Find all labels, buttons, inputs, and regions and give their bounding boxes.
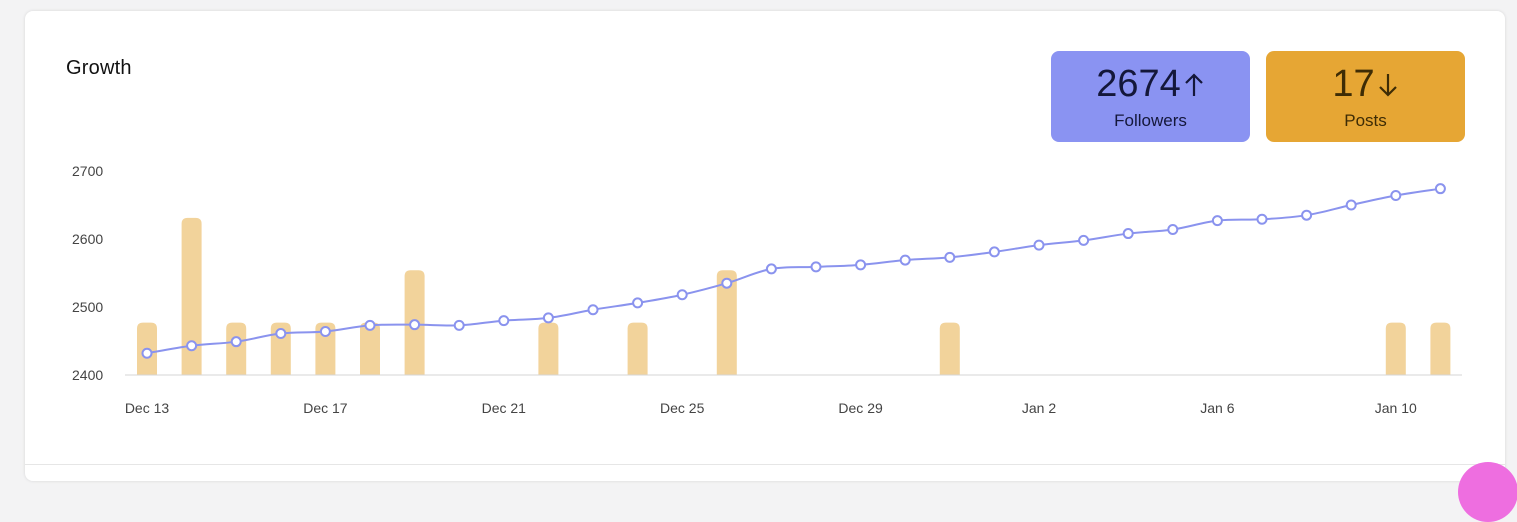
posts-value-row: 17	[1266, 63, 1465, 107]
posts-bar	[538, 322, 559, 375]
line-point	[230, 336, 242, 348]
y-axis-ticks: 2400 2500 2600 2700	[72, 163, 103, 383]
line-point	[498, 315, 510, 327]
card-title: Growth	[66, 57, 132, 79]
posts-bar	[627, 322, 648, 375]
followers-stat: 2674 Followers	[1051, 51, 1250, 142]
line-point	[676, 289, 688, 301]
x-tick-label: Dec 17	[303, 400, 348, 416]
posts-bar	[1385, 322, 1406, 375]
line-point	[141, 347, 153, 359]
line-point	[721, 277, 733, 289]
line-point	[855, 259, 867, 271]
line-point	[587, 304, 599, 316]
line-point	[319, 325, 331, 337]
line-point	[899, 254, 911, 266]
y-tick-label: 2500	[72, 299, 103, 315]
y-tick-label: 2700	[72, 163, 103, 179]
line-point	[1390, 189, 1402, 201]
posts-bar	[1430, 322, 1451, 375]
line-point	[810, 261, 822, 273]
x-tick-label: Dec 25	[660, 400, 705, 416]
line-point	[632, 297, 644, 309]
followers-line	[146, 187, 1441, 355]
growth-chart: 2400 2500 2600 2700 Dec 13 Dec 17 Dec 21 Dec 2…	[72, 163, 1462, 416]
line-point	[275, 328, 287, 340]
line-point	[453, 319, 465, 331]
x-tick-label: Jan 10	[1375, 400, 1417, 416]
line-point	[1211, 215, 1223, 227]
y-tick-label: 2600	[72, 231, 103, 247]
line-point	[186, 340, 198, 352]
line-point	[1167, 223, 1179, 235]
x-tick-label: Dec 29	[838, 400, 883, 416]
line-point	[988, 246, 1000, 258]
line-points	[141, 183, 1446, 359]
line-point	[1345, 199, 1357, 211]
posts-bar	[939, 322, 960, 375]
line-point	[1078, 234, 1090, 246]
posts-bar	[360, 322, 380, 375]
floating-action-button[interactable]	[1458, 462, 1517, 522]
line-point	[364, 319, 376, 331]
card-divider	[25, 464, 1505, 465]
posts-bar	[226, 322, 247, 375]
x-axis-ticks: Dec 13 Dec 17 Dec 21 Dec 25 Dec 29 Jan 2 Jan 6…	[125, 400, 1417, 416]
line-point	[1434, 183, 1446, 195]
line-point	[1256, 213, 1268, 225]
line-point	[409, 319, 421, 331]
bar-series	[137, 217, 1451, 375]
x-tick-label: Jan 6	[1200, 400, 1234, 416]
posts-bar	[716, 270, 737, 375]
followers-value-row: 2674	[1051, 63, 1250, 107]
x-tick-label: Dec 21	[482, 400, 527, 416]
line-point	[542, 312, 554, 324]
arrow-up-icon	[1183, 65, 1205, 107]
followers-value: 2674	[1096, 63, 1181, 105]
posts-bar	[315, 322, 336, 375]
posts-stat: 17 Posts	[1266, 51, 1465, 142]
arrow-down-icon	[1377, 65, 1399, 107]
x-tick-label: Jan 2	[1022, 400, 1056, 416]
line-point	[765, 263, 777, 275]
y-tick-label: 2400	[72, 367, 103, 383]
posts-bar	[181, 217, 202, 375]
x-tick-label: Dec 13	[125, 400, 170, 416]
growth-card	[25, 11, 1505, 481]
posts-value: 17	[1332, 63, 1375, 105]
line-point	[1301, 209, 1313, 221]
posts-label: Posts	[1344, 111, 1387, 130]
line-point	[1033, 239, 1045, 251]
followers-label: Followers	[1114, 111, 1187, 130]
line-point	[944, 251, 956, 263]
line-point	[1122, 228, 1134, 240]
